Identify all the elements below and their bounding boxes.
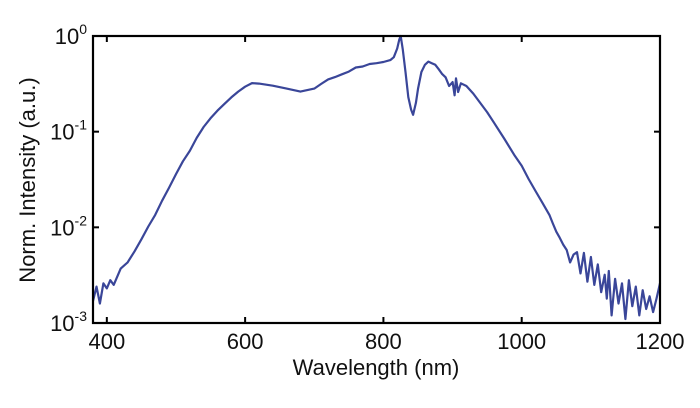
series-line-group [91,34,662,321]
plot-frame [91,34,662,325]
x-axis-label: Wavelength (nm) [293,355,460,380]
axis-ticks: 400 600 800 1000 1200 10-3 10-2 10-1 100 [50,21,684,354]
y-tick-label: 10-1 [50,117,87,145]
y-tick-label: 100 [55,21,87,49]
x-tick-label: 1000 [497,329,546,354]
x-tick-label: 400 [88,329,125,354]
series-line [91,34,662,321]
x-tick-label: 1200 [636,329,685,354]
y-axis-label: Norm. Intensity (a.u.) [15,77,40,282]
x-tick-label: 600 [227,329,264,354]
y-tick-label: 10-3 [50,308,87,336]
y-tick-label: 10-2 [50,212,87,240]
x-tick-label: 800 [365,329,402,354]
